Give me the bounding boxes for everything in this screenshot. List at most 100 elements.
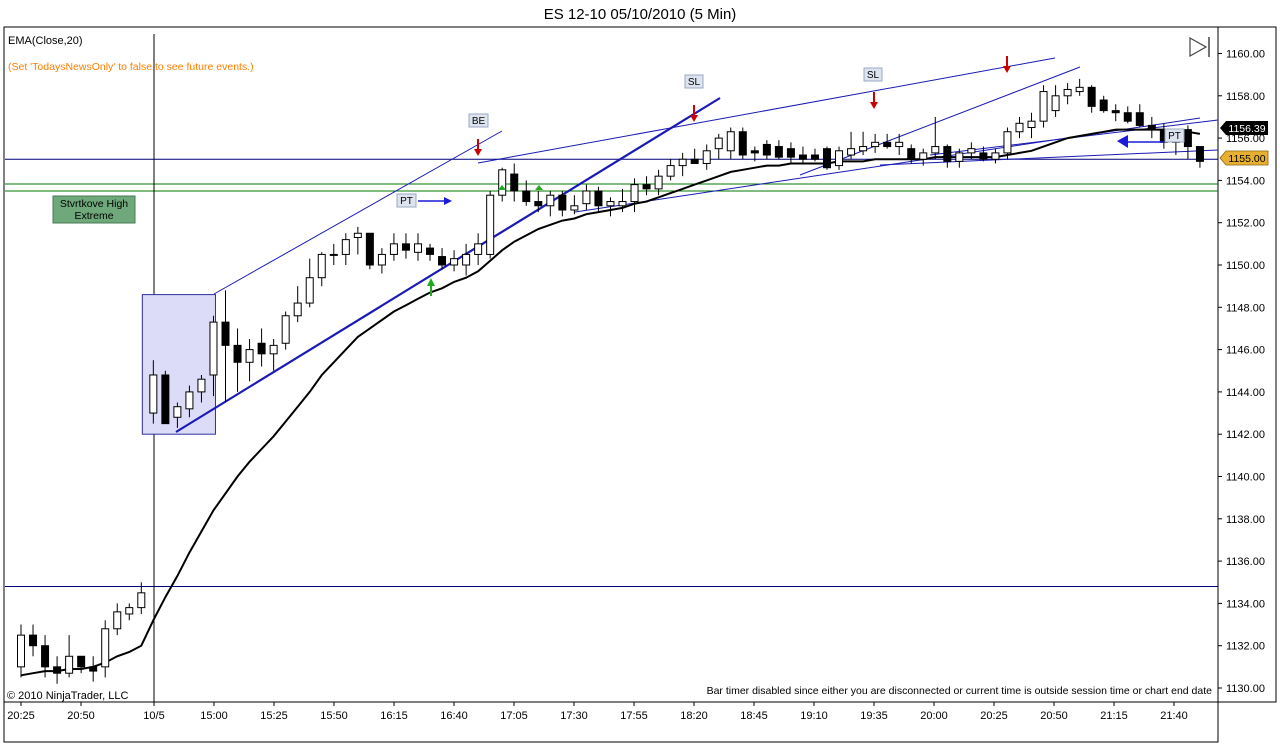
candle-body bbox=[991, 152, 1000, 160]
candle bbox=[630, 178, 639, 213]
candle bbox=[1075, 78, 1084, 96]
svg-text:PT: PT bbox=[1168, 131, 1181, 142]
svg-text:SL: SL bbox=[867, 70, 880, 81]
x-tick-label: 18:45 bbox=[740, 710, 768, 722]
candle bbox=[750, 146, 759, 162]
candle-body bbox=[690, 158, 699, 164]
candle-body bbox=[317, 253, 326, 279]
candle-body bbox=[209, 321, 218, 376]
candle bbox=[269, 339, 278, 371]
x-tick-label: 21:15 bbox=[1100, 710, 1128, 722]
candle-body bbox=[582, 190, 591, 205]
candle-body bbox=[29, 634, 38, 647]
candle bbox=[642, 176, 651, 196]
x-tick-label: 15:25 bbox=[260, 710, 288, 722]
candle-body bbox=[823, 148, 832, 169]
candle bbox=[426, 243, 435, 261]
candle bbox=[931, 116, 940, 160]
down-arrow-be bbox=[474, 139, 482, 156]
candle bbox=[522, 180, 531, 206]
news-note: (Set 'TodaysNewsOnly' to false to see fu… bbox=[8, 61, 254, 73]
candle-body bbox=[486, 194, 495, 255]
x-tick-label: 17:05 bbox=[500, 710, 528, 722]
candle-body bbox=[1015, 122, 1024, 133]
candle-body bbox=[245, 349, 254, 363]
candle-body bbox=[810, 154, 819, 160]
x-tick-label: 21:40 bbox=[1160, 710, 1188, 722]
candle-body bbox=[967, 148, 976, 154]
candle-body bbox=[401, 243, 410, 251]
candle bbox=[161, 370, 170, 425]
candle-body bbox=[774, 146, 783, 158]
candle-body bbox=[883, 141, 892, 148]
zone-label-line1: Stvrtkove High bbox=[60, 198, 128, 210]
candle bbox=[29, 624, 38, 657]
candle bbox=[113, 603, 122, 636]
candle bbox=[1147, 116, 1156, 139]
candle bbox=[209, 315, 218, 397]
candle-body bbox=[594, 190, 603, 207]
y-tick-label: 1148.00 bbox=[1226, 302, 1265, 314]
candle-body bbox=[750, 150, 759, 154]
candle-body bbox=[943, 146, 952, 162]
candle bbox=[919, 148, 928, 166]
candle-body bbox=[630, 184, 639, 203]
candle-body bbox=[738, 131, 747, 156]
candle bbox=[41, 635, 50, 678]
y-tick-label: 1158.00 bbox=[1226, 91, 1265, 103]
scroll-to-end-icon[interactable] bbox=[1189, 36, 1210, 58]
x-tick-label: 19:10 bbox=[800, 710, 828, 722]
candle bbox=[77, 655, 86, 674]
candle-body bbox=[173, 406, 182, 418]
down-arrow-sl-1 bbox=[690, 105, 698, 122]
candle bbox=[558, 190, 567, 217]
candle bbox=[847, 131, 856, 160]
candle-body bbox=[642, 184, 651, 190]
trendline-1 bbox=[175, 97, 721, 433]
price-axis: 1130.00 1132.00 1134.00 1136.00 1138.00 1140.… bbox=[1218, 49, 1265, 695]
y-tick-label: 1132.00 bbox=[1226, 641, 1265, 653]
candle-body bbox=[1027, 120, 1036, 129]
candle-body bbox=[269, 344, 278, 355]
time-axis-frame bbox=[3, 701, 1219, 743]
candle bbox=[594, 186, 603, 213]
candle bbox=[726, 127, 735, 160]
marker-pt-1: PT bbox=[396, 193, 417, 208]
candle-body bbox=[221, 321, 230, 346]
candle bbox=[89, 656, 98, 682]
annotation-layer bbox=[418, 56, 1164, 296]
candle bbox=[1063, 83, 1072, 105]
candle-body bbox=[450, 258, 459, 266]
candle-body bbox=[1135, 112, 1144, 126]
candle-body bbox=[1075, 86, 1084, 93]
candle-body bbox=[1003, 131, 1012, 154]
candle bbox=[474, 233, 483, 265]
last-price-tag: 1156.39 bbox=[1220, 121, 1268, 135]
price-axis-frame bbox=[1217, 26, 1277, 703]
candle bbox=[462, 243, 471, 276]
candle-body bbox=[678, 158, 687, 167]
svg-text:1155.00: 1155.00 bbox=[1228, 153, 1265, 165]
candle bbox=[979, 146, 988, 162]
candle-body bbox=[786, 148, 795, 158]
candle-body bbox=[125, 607, 134, 615]
y-tick-label: 1160.00 bbox=[1226, 49, 1265, 61]
candle bbox=[714, 133, 723, 160]
candle-body bbox=[835, 150, 844, 167]
x-tick-label: 16:40 bbox=[440, 710, 468, 722]
candle-body bbox=[714, 137, 723, 150]
candle bbox=[1039, 85, 1048, 128]
candle-body bbox=[534, 201, 543, 207]
candle-body bbox=[979, 152, 988, 160]
green-triangle-1 bbox=[498, 185, 506, 190]
candle-body bbox=[293, 302, 302, 317]
x-tick-label: 19:35 bbox=[860, 710, 888, 722]
candle-body bbox=[570, 205, 579, 211]
candle-body bbox=[474, 243, 483, 255]
marker-be: BE bbox=[468, 113, 489, 128]
candle-body bbox=[161, 374, 170, 425]
candle bbox=[329, 243, 338, 265]
candle-body bbox=[546, 194, 555, 207]
candle bbox=[570, 195, 579, 215]
y-tick-label: 1150.00 bbox=[1226, 260, 1265, 272]
